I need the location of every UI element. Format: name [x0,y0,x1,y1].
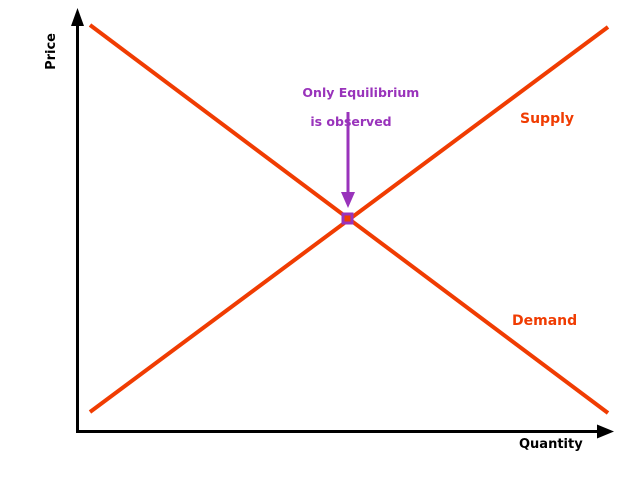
arrow-down-icon [341,192,355,208]
y-axis-label: Price [43,33,59,70]
supply-curve-label: Supply [520,111,575,127]
equilibrium-annotation-line-2: is observed [310,114,392,130]
arrow-up-icon [71,8,84,26]
x-axis-label: Quantity [519,437,583,452]
equilibrium-annotation-line-1: Only Equilibrium [302,85,420,101]
arrow-right-icon [597,424,614,439]
equilibrium-annotation: Only Equilibrium is observed [285,72,420,158]
equilibrium-point-inner [344,215,351,222]
demand-curve-label: Demand [512,313,578,329]
